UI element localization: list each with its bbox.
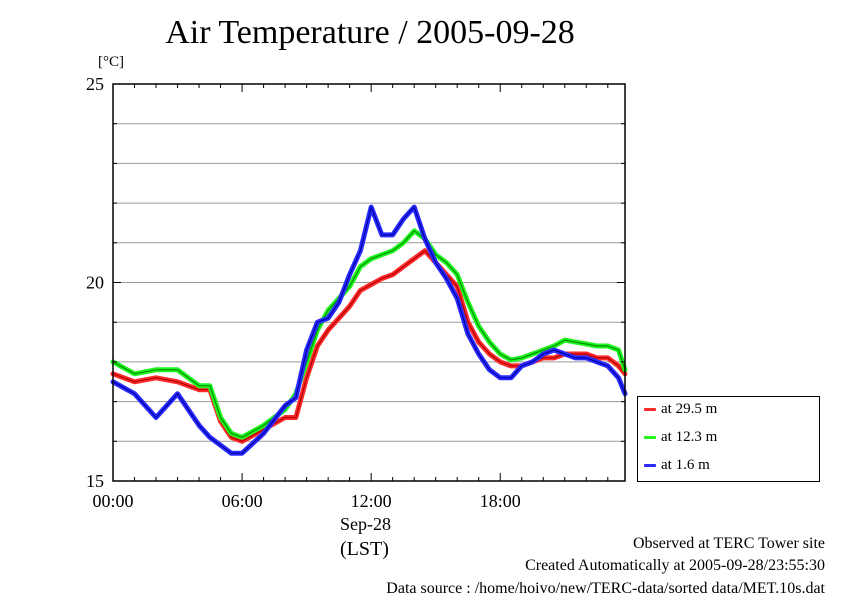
legend-item-29-5m: at 29.5 m [644,401,717,418]
footer-data-source: Data source : /home/hoivo/new/TERC-data/… [386,580,825,597]
y-axis-unit: [°C] [98,54,124,70]
series-line-green [110,228,628,440]
legend-swatch-green [644,436,656,439]
legend-swatch-blue [644,464,656,467]
legend-label: at 12.3 m [661,429,718,445]
y-tick-label: 15 [86,471,104,491]
footer-observed: Observed at TERC Tower site [632,535,825,552]
series-core-red [112,250,626,442]
x-axis-timezone-label: (LST) [340,538,389,560]
series-core-green [112,230,626,438]
tick-labels: 00:00 06:00 12:00 18:00 15 20 25 [86,74,521,511]
x-axis-date-label: Sep-28 [340,514,391,534]
chart-title: Air Temperature / 2005-09-28 [165,14,575,51]
x-tick-label: 12:00 [351,491,392,511]
x-tick-label: 06:00 [222,491,263,511]
series-core-blue [112,206,626,454]
series-lines [110,204,628,456]
legend-item-12-3m: at 12.3 m [644,429,717,446]
legend-label: at 1.6 m [661,457,710,473]
legend: at 29.5 m at 12.3 m at 1.6 m [637,396,820,482]
series-line-blue [110,204,628,456]
axis-ticks [112,83,625,482]
legend-item-1-6m: at 1.6 m [644,457,710,474]
y-tick-label: 20 [86,273,104,293]
x-tick-label: 00:00 [92,491,133,511]
footer-created: Created Automatically at 2005-09-28/23:5… [525,557,825,574]
legend-swatch-red [644,408,656,411]
grid [113,123,625,442]
legend-label: at 29.5 m [661,401,718,417]
y-tick-label: 25 [86,74,104,94]
x-tick-label: 18:00 [480,491,521,511]
